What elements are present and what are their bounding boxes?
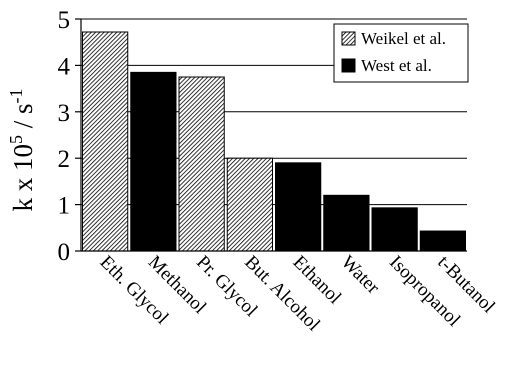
legend-label: Weikel et al. <box>361 29 446 48</box>
legend-box <box>333 23 469 83</box>
y-tick-labels: 0 1 2 3 4 5 <box>58 7 71 266</box>
bar <box>323 194 370 252</box>
y-tick-label: 2 <box>58 146 71 173</box>
axes <box>75 18 467 252</box>
y-tick-label: 1 <box>58 193 71 220</box>
y-axis-label-unit-exponent: -1 <box>6 88 26 103</box>
y-tick-label: 0 <box>58 239 71 266</box>
bar <box>226 157 273 252</box>
y-tick-label: 4 <box>58 53 71 80</box>
y-axis-label-unit: / s <box>8 103 38 135</box>
bar <box>130 71 177 252</box>
bar <box>178 76 225 252</box>
bar <box>275 162 322 252</box>
y-tick-label: 5 <box>58 7 71 34</box>
y-axis-label: k x 105 / s-1 <box>6 88 38 211</box>
bar <box>371 207 418 252</box>
y-axis-label-exponent: 5 <box>6 135 26 144</box>
y-tick-label: 3 <box>58 100 71 127</box>
y-axis-label-main: k x 10 <box>8 144 38 212</box>
legend-label: West et al. <box>361 56 432 75</box>
bar <box>419 230 466 252</box>
legend-swatch <box>341 31 356 46</box>
legend-swatch <box>341 58 356 73</box>
bar <box>82 31 129 252</box>
bars <box>82 31 466 252</box>
legend: Weikel et al. West et al. <box>333 23 469 83</box>
